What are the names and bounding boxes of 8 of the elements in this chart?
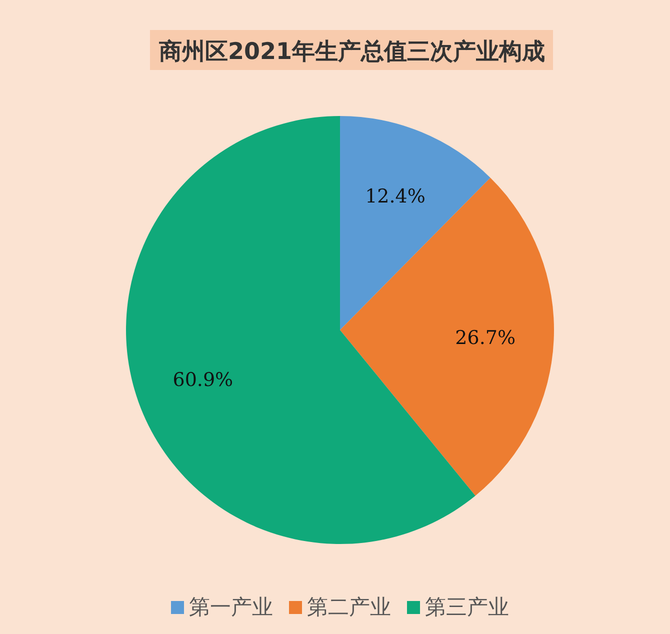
legend-label: 第二产业 [307, 595, 391, 619]
data-label: 60.9% [172, 368, 234, 391]
legend-label: 第三产业 [425, 595, 509, 619]
legend-label: 第一产业 [189, 595, 273, 619]
title: 商州区2021年生产总值三次产业构成 [150, 30, 553, 70]
data-label: 12.4% [365, 185, 426, 208]
chart-title: 商州区2021年生产总值三次产业构成 [158, 38, 546, 65]
data-label: 26.7% [455, 326, 516, 349]
